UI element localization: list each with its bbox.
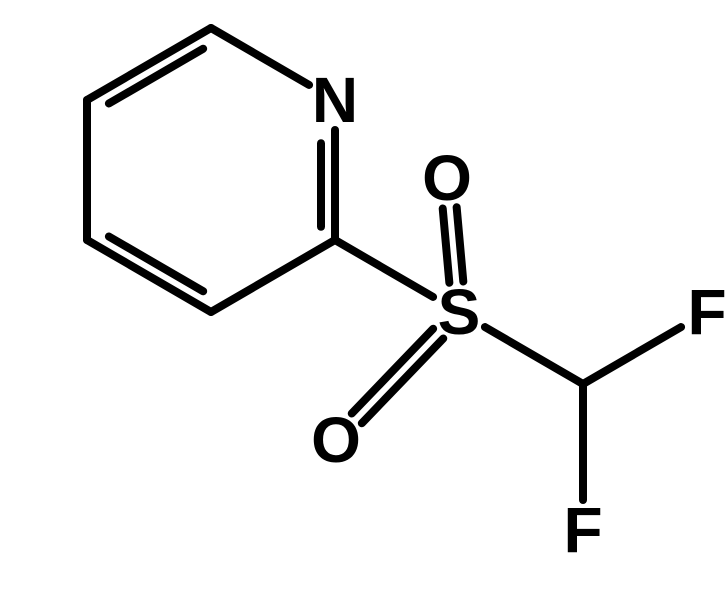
- bonds-group: [87, 28, 681, 500]
- atom-label-o1: O: [422, 142, 472, 214]
- atom-label-f2: F: [687, 276, 726, 348]
- atoms-group: NSOOFF: [311, 64, 726, 566]
- atom-label-s: S: [438, 276, 481, 348]
- atom-label-f1: F: [563, 494, 602, 566]
- molecule-diagram: NSOOFF: [0, 0, 726, 612]
- atom-label-o2: O: [311, 404, 361, 476]
- atom-label-n: N: [312, 64, 358, 136]
